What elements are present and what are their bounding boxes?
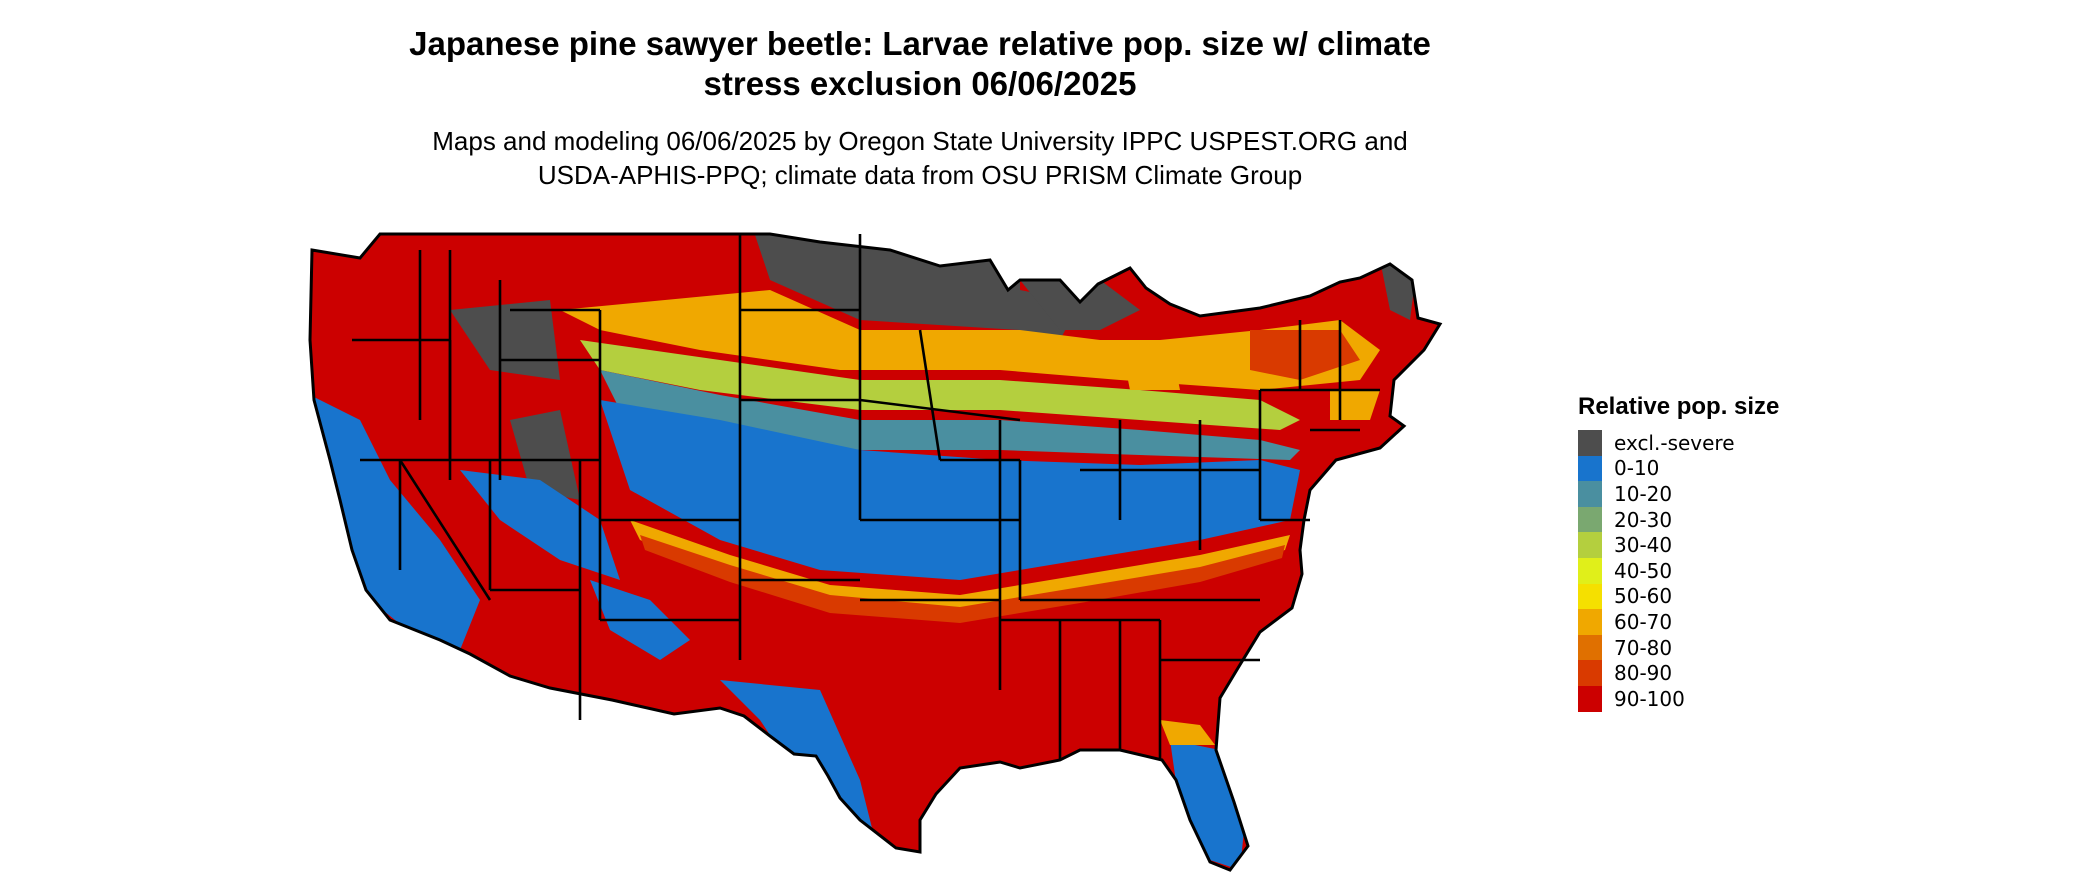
state-borders [352, 234, 1380, 760]
zone-0-10-california [310, 390, 480, 650]
zone-60-70-michigan [1120, 340, 1180, 390]
zone-0-10-central [600, 400, 1300, 580]
legend-swatch [1578, 583, 1602, 610]
legend-label: 60-70 [1614, 609, 1673, 634]
legend-label: 40-50 [1614, 558, 1673, 583]
legend-item: 30-40 [1578, 532, 1779, 558]
legend-label: 0-10 [1614, 456, 1660, 481]
map-subtitle-line-1: Maps and modeling 06/06/2025 by Oregon S… [432, 126, 1408, 156]
legend-item: 90-100 [1578, 685, 1779, 712]
zone-60-70-florida [1160, 720, 1215, 745]
state-border [859, 398, 1021, 422]
legend-label: 20-30 [1614, 507, 1673, 532]
legend-swatch [1578, 481, 1602, 507]
map-title-line-2: stress exclusion 06/06/2025 [703, 65, 1137, 102]
legend-swatch [1578, 532, 1602, 558]
legend-swatch [1578, 506, 1602, 533]
legend-item: 50-60 [1578, 583, 1779, 610]
zone-60-70-new-england [1330, 390, 1380, 420]
legend-swatch [1578, 455, 1602, 482]
map-title: Japanese pine sawyer beetle: Larvae rela… [320, 24, 1520, 104]
legend-label: 80-90 [1614, 661, 1673, 686]
legend-swatch [1578, 660, 1602, 686]
legend-item: 80-90 [1578, 660, 1779, 686]
us-outline [308, 232, 1443, 872]
legend-item: 60-70 [1578, 609, 1779, 635]
us-map [308, 232, 1443, 872]
legend-swatch [1578, 634, 1602, 661]
legend-label: 90-100 [1614, 686, 1685, 711]
legend-swatch [1578, 557, 1602, 584]
legend-item: 20-30 [1578, 506, 1779, 533]
legend-item: 70-80 [1578, 634, 1779, 661]
legend-swatch [1578, 430, 1602, 456]
legend-swatch [1578, 609, 1602, 635]
state-border [398, 459, 492, 601]
legend: Relative pop. size excl.-severe 0-10 10-20… [1578, 392, 1779, 712]
legend-label: 50-60 [1614, 584, 1673, 609]
zone-30-40-band [580, 340, 1300, 430]
zone-80-90-northeast [1250, 330, 1360, 380]
map-title-line-1: Japanese pine sawyer beetle: Larvae rela… [409, 25, 1431, 62]
legend-label: 70-80 [1614, 635, 1673, 660]
legend-item: 10-20 [1578, 481, 1779, 507]
legend-item: 0-10 [1578, 455, 1779, 482]
legend-item: 40-50 [1578, 557, 1779, 584]
legend-label: 10-20 [1614, 481, 1673, 506]
legend-label: excl.-severe [1614, 430, 1735, 455]
zone-excluded-colorado [510, 410, 580, 500]
map-subtitle-line-2: USDA-APHIS-PPQ; climate data from OSU PR… [537, 160, 1303, 190]
zone-80-90-south [640, 535, 1285, 623]
zone-excluded-wisconsin [1020, 280, 1140, 330]
map-subtitle: Maps and modeling 06/06/2025 by Oregon S… [320, 124, 1520, 192]
legend-title: Relative pop. size [1578, 393, 1780, 420]
legend-item: excl.-severe [1578, 430, 1779, 456]
legend-swatch [1578, 685, 1602, 712]
state-border [918, 329, 942, 461]
legend-label: 30-40 [1614, 533, 1673, 558]
legend-items: excl.-severe 0-10 10-20 20-30 30-40 40-50 50-6… [1578, 430, 1779, 712]
